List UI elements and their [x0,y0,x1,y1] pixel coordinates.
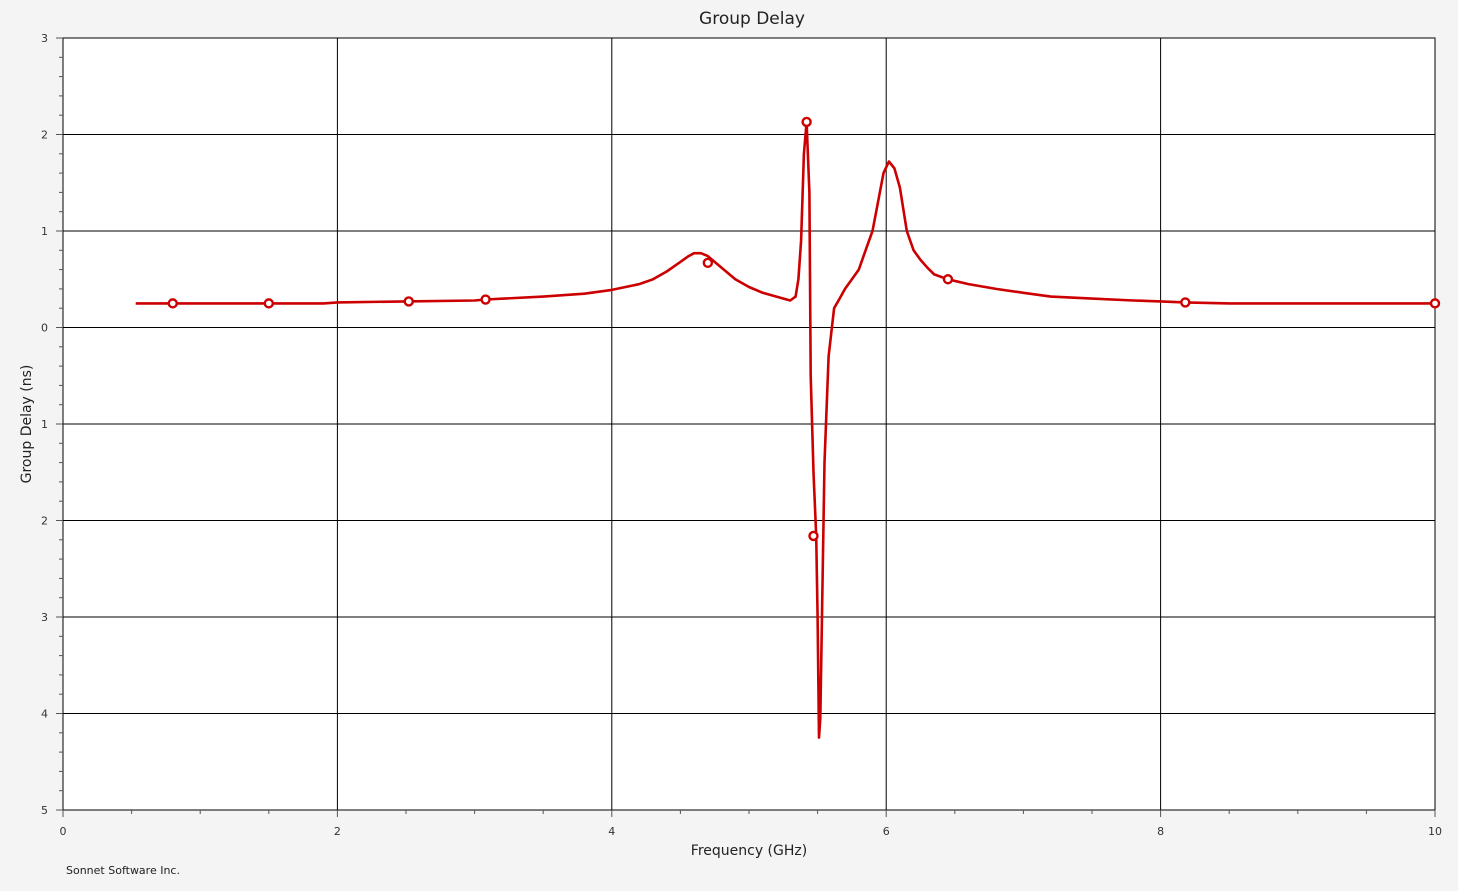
grid-lines [63,38,1435,810]
y-tick-label: 1 [41,225,48,238]
y-tick-label: 5 [41,804,48,817]
x-tick-label: 6 [883,825,890,838]
data-point-marker [808,530,819,542]
y-tick-label: 2 [41,129,48,142]
data-point-marker [1180,297,1191,308]
data-point-marker [167,298,178,309]
data-point-marker [942,274,954,285]
y-axis-label: Group Delay (ns) [19,365,35,484]
y-tick-label: 1 [41,418,48,431]
data-point-marker [801,116,812,128]
y-tick-label: 0 [41,322,48,335]
data-point-marker [263,298,274,309]
x-axis-label: Frequency (GHz) [691,843,807,859]
x-tick-label: 2 [334,825,341,838]
y-tick-label: 3 [41,611,48,624]
data-point-marker [480,294,491,305]
data-point-marker [403,296,414,307]
chart-title: Group Delay [699,9,805,29]
series-line [135,120,1435,739]
x-tick-label: 4 [608,825,615,838]
y-tick-label: 4 [41,708,48,721]
data-point-marker [1429,298,1441,309]
x-tick-label: 10 [1428,825,1442,838]
x-tick-label: 0 [60,825,67,838]
y-tick-label: 2 [41,515,48,528]
data-point-marker [702,257,714,269]
series-layer [135,116,1441,739]
y-tick-label: 3 [41,32,48,45]
footer-credit: Sonnet Software Inc. [66,864,180,877]
x-tick-label: 8 [1157,825,1164,838]
